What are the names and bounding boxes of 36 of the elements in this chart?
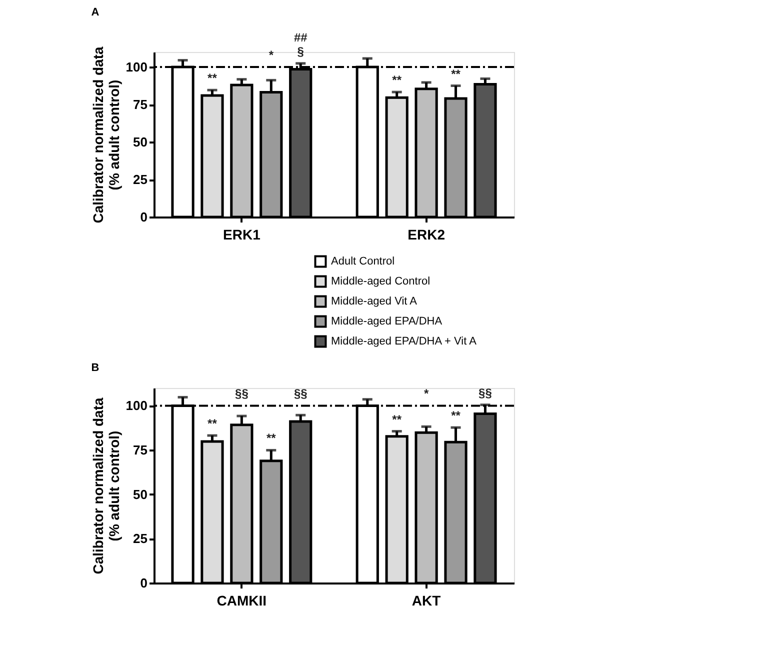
x-tick-label: CAMKII xyxy=(216,592,267,608)
chart-title: B xyxy=(91,362,100,374)
y-tick-label: 100 xyxy=(126,60,148,74)
data-label: §§ xyxy=(294,386,308,401)
data-label: ** xyxy=(266,431,276,446)
data-label: ** xyxy=(392,73,402,88)
data-label: §§ xyxy=(235,386,249,401)
legend-label: Middle-aged EPA/DHA xyxy=(331,316,443,328)
y-tick-label: 50 xyxy=(133,134,148,150)
y-axis-title: Calibrator normalized data (% adult control) xyxy=(90,46,122,224)
data-label: * xyxy=(268,48,274,62)
legend-label: Middle-aged EPA/DHA + Vit A xyxy=(331,336,478,348)
legend-label: Middle-aged Control xyxy=(331,276,430,288)
legend-label: Adult Control xyxy=(331,256,395,268)
data-label: ** xyxy=(208,71,218,86)
y-tick-label: 25 xyxy=(133,172,148,187)
data-label: ** xyxy=(208,416,218,431)
x-tick-label: ERK1 xyxy=(223,226,261,242)
x-tick-label: AKT xyxy=(412,592,442,608)
x-tick-label: ERK2 xyxy=(408,226,446,242)
y-tick-label: 25 xyxy=(133,531,148,546)
y-tick-label: 0 xyxy=(140,576,148,590)
data-label: * xyxy=(424,386,429,401)
y-tick-label: 50 xyxy=(133,486,148,502)
y-tick-label: 75 xyxy=(133,97,148,112)
data-label: ** xyxy=(451,408,461,423)
y-tick-label: 75 xyxy=(133,442,148,458)
legend-label: Middle-aged Vit A xyxy=(331,296,418,308)
data-label: ** xyxy=(451,66,461,81)
text: ## § xyxy=(294,30,308,58)
y-axis-title: Calibrator normalized data (% adult control) xyxy=(90,397,122,574)
y-tick-label: 100 xyxy=(126,398,148,414)
chart-title: A xyxy=(91,6,100,18)
data-label: ** xyxy=(392,412,402,426)
data-label: §§ xyxy=(478,386,492,400)
y-tick-label: 0 xyxy=(140,210,148,224)
